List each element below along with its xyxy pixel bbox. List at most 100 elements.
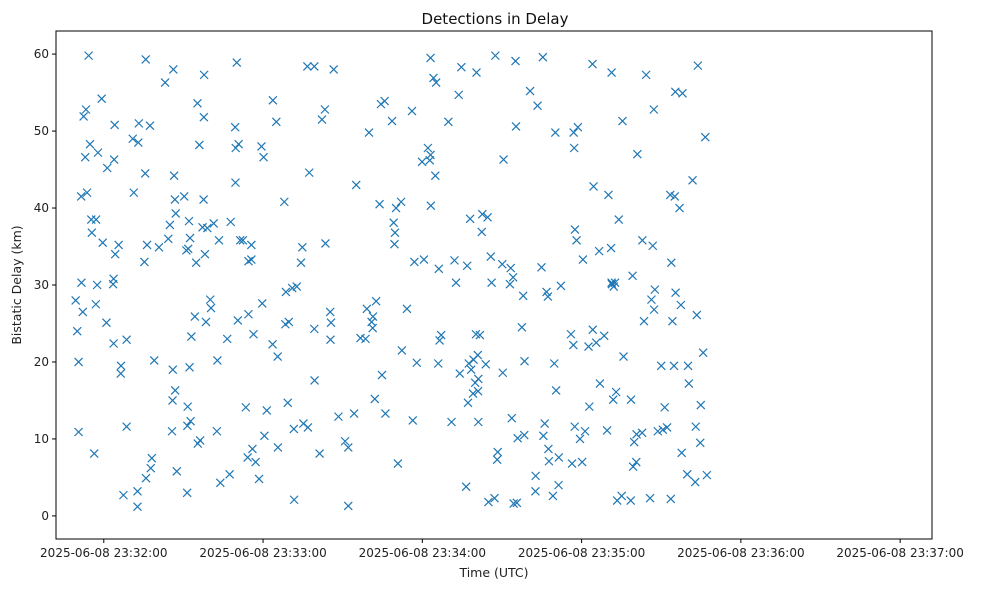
data-point <box>195 436 205 445</box>
data-point <box>486 252 496 261</box>
data-point <box>426 201 436 211</box>
data-point <box>540 419 550 428</box>
y-tick-label: 0 <box>41 509 49 523</box>
data-point <box>133 138 143 148</box>
data-point <box>377 370 387 380</box>
data-point <box>419 255 429 265</box>
data-point <box>340 436 350 446</box>
data-point <box>102 163 112 173</box>
data-point <box>649 105 659 114</box>
data-point <box>375 199 385 209</box>
data-point <box>662 422 672 432</box>
data-point <box>183 402 193 412</box>
data-point <box>475 330 485 340</box>
x-tick-label: 2025-06-08 23:37:00 <box>836 546 963 560</box>
data-point <box>259 431 269 441</box>
data-point <box>509 499 519 509</box>
data-point <box>283 398 293 408</box>
data-point <box>390 228 400 238</box>
data-point <box>417 157 427 167</box>
data-point <box>230 122 240 132</box>
data-point <box>292 282 302 291</box>
data-point <box>133 486 142 496</box>
data-point <box>641 70 651 80</box>
data-point <box>648 241 658 251</box>
data-point <box>93 148 103 158</box>
data-point <box>588 59 597 69</box>
data-point <box>134 118 144 128</box>
data-point <box>618 116 627 126</box>
data-point <box>122 422 132 432</box>
data-point <box>676 300 686 310</box>
data-point <box>201 317 211 327</box>
data-point <box>182 488 192 498</box>
data-point <box>538 52 548 62</box>
data-point <box>692 310 702 320</box>
data-point <box>670 87 680 97</box>
data-point <box>76 192 86 201</box>
data-point <box>97 94 107 104</box>
data-point <box>518 291 528 301</box>
data-point <box>364 128 374 138</box>
data-point <box>577 457 587 467</box>
data-point <box>461 482 471 492</box>
data-point <box>473 350 483 360</box>
data-point <box>450 255 459 265</box>
x-tick-label: 2025-06-08 23:32:00 <box>40 546 167 560</box>
data-point <box>646 295 656 305</box>
data-point <box>490 493 499 503</box>
data-point <box>191 258 201 268</box>
data-point <box>368 323 378 333</box>
data-point <box>511 122 521 131</box>
data-point <box>570 422 580 432</box>
data-point <box>556 281 566 291</box>
data-point <box>140 168 150 178</box>
data-point <box>519 430 529 440</box>
data-point <box>259 152 269 162</box>
data-point <box>473 374 483 384</box>
data-point <box>199 195 209 204</box>
data-point <box>575 434 585 444</box>
data-point <box>321 239 330 248</box>
data-point <box>690 477 700 487</box>
y-axis-ticks: 0 10 20 30 40 50 60 <box>34 47 56 523</box>
data-point <box>310 376 319 385</box>
data-point <box>412 358 422 368</box>
data-point <box>538 431 548 441</box>
data-point <box>506 263 516 273</box>
data-point <box>408 416 418 425</box>
data-point <box>628 271 637 281</box>
y-tick-label: 40 <box>34 201 49 215</box>
data-point <box>456 62 466 72</box>
data-point <box>580 426 590 436</box>
data-point <box>513 433 523 443</box>
data-point <box>257 299 267 308</box>
data-point <box>303 422 313 432</box>
data-point <box>589 182 598 191</box>
data-point <box>231 143 241 153</box>
data-point <box>702 470 712 480</box>
data-point <box>122 335 132 345</box>
data-point <box>610 278 620 288</box>
data-point <box>71 295 81 305</box>
data-point <box>426 53 435 63</box>
data-point <box>554 480 563 490</box>
data-point <box>594 246 604 256</box>
data-point <box>202 223 212 233</box>
data-point <box>317 115 327 124</box>
data-point <box>212 426 222 436</box>
data-point <box>147 453 157 463</box>
data-point <box>402 304 412 314</box>
data-point <box>168 65 178 74</box>
data-point <box>205 295 215 305</box>
data-point <box>568 340 578 350</box>
data-point <box>487 278 497 288</box>
data-point <box>611 387 621 397</box>
data-point <box>387 116 397 126</box>
data-point <box>566 329 576 339</box>
data-point <box>530 486 540 496</box>
data-point <box>141 473 151 483</box>
data-point <box>334 412 343 422</box>
data-point <box>498 368 508 378</box>
